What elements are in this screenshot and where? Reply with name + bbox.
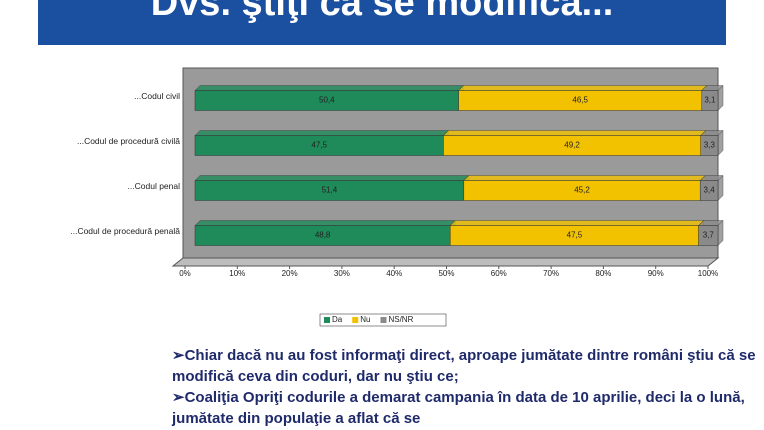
value-label: 45,2 [574, 186, 590, 195]
legend-swatch [352, 317, 359, 323]
x-tick-label: 100% [698, 269, 718, 278]
category-label: ...Codul penal [127, 180, 180, 191]
value-label: 49,2 [564, 141, 580, 150]
value-label: 3,4 [704, 186, 716, 195]
value-label: 3,3 [704, 141, 716, 150]
bar-top [194, 220, 456, 226]
bar [698, 225, 719, 246]
x-tick-label: 10% [229, 269, 245, 278]
bullet: ➢Coaliţia Opriţi codurile a demarat camp… [172, 389, 745, 427]
category-label: ...Codul de procedură civilă [76, 135, 180, 146]
value-label: 46,5 [572, 96, 588, 105]
value-label: 3,7 [703, 231, 715, 240]
floor [171, 257, 720, 267]
legend-label: Nu [360, 315, 370, 324]
value-label: 47,5 [311, 141, 327, 150]
x-tick-label: 50% [438, 269, 454, 278]
legend-swatch [380, 317, 387, 323]
bar-top [194, 85, 465, 91]
legend-label: NS/NR [388, 315, 413, 324]
value-label: 50,4 [319, 96, 335, 105]
bar-top [442, 130, 707, 136]
title-banner: Dvs. ştiţi că se modifică... [38, 0, 726, 45]
x-tick-label: 60% [491, 269, 507, 278]
bullet-list: ➢Chiar dacă nu au fost informaţi direct,… [172, 345, 762, 429]
bar [699, 180, 719, 201]
value-label: 47,5 [567, 231, 583, 240]
bar-top [457, 85, 708, 91]
x-tick-label: 90% [648, 269, 664, 278]
bar-top [194, 130, 450, 136]
bar [700, 135, 719, 156]
category-label: ...Codul civil [134, 90, 180, 101]
x-tick-label: 70% [543, 269, 559, 278]
x-tick-label: 20% [282, 269, 298, 278]
slide-title: Dvs. ştiţi că se modifică... [150, 0, 614, 24]
category-label: ...Codul de procedură penală [70, 225, 180, 236]
bar-top [463, 175, 706, 181]
x-tick-label: 0% [179, 269, 191, 278]
x-tick-label: 30% [334, 269, 350, 278]
value-label: 3,1 [704, 96, 716, 105]
value-label: 51,4 [322, 186, 338, 195]
bar-top [449, 220, 705, 226]
bar [701, 90, 719, 111]
value-label: 48,8 [315, 231, 331, 240]
bar-top [194, 175, 470, 181]
legend-label: Da [332, 315, 343, 324]
legend-swatch [324, 317, 330, 323]
bullet: ➢Chiar dacă nu au fost informaţi direct,… [172, 347, 756, 385]
x-tick-label: 80% [595, 269, 611, 278]
x-tick-label: 40% [386, 269, 402, 278]
